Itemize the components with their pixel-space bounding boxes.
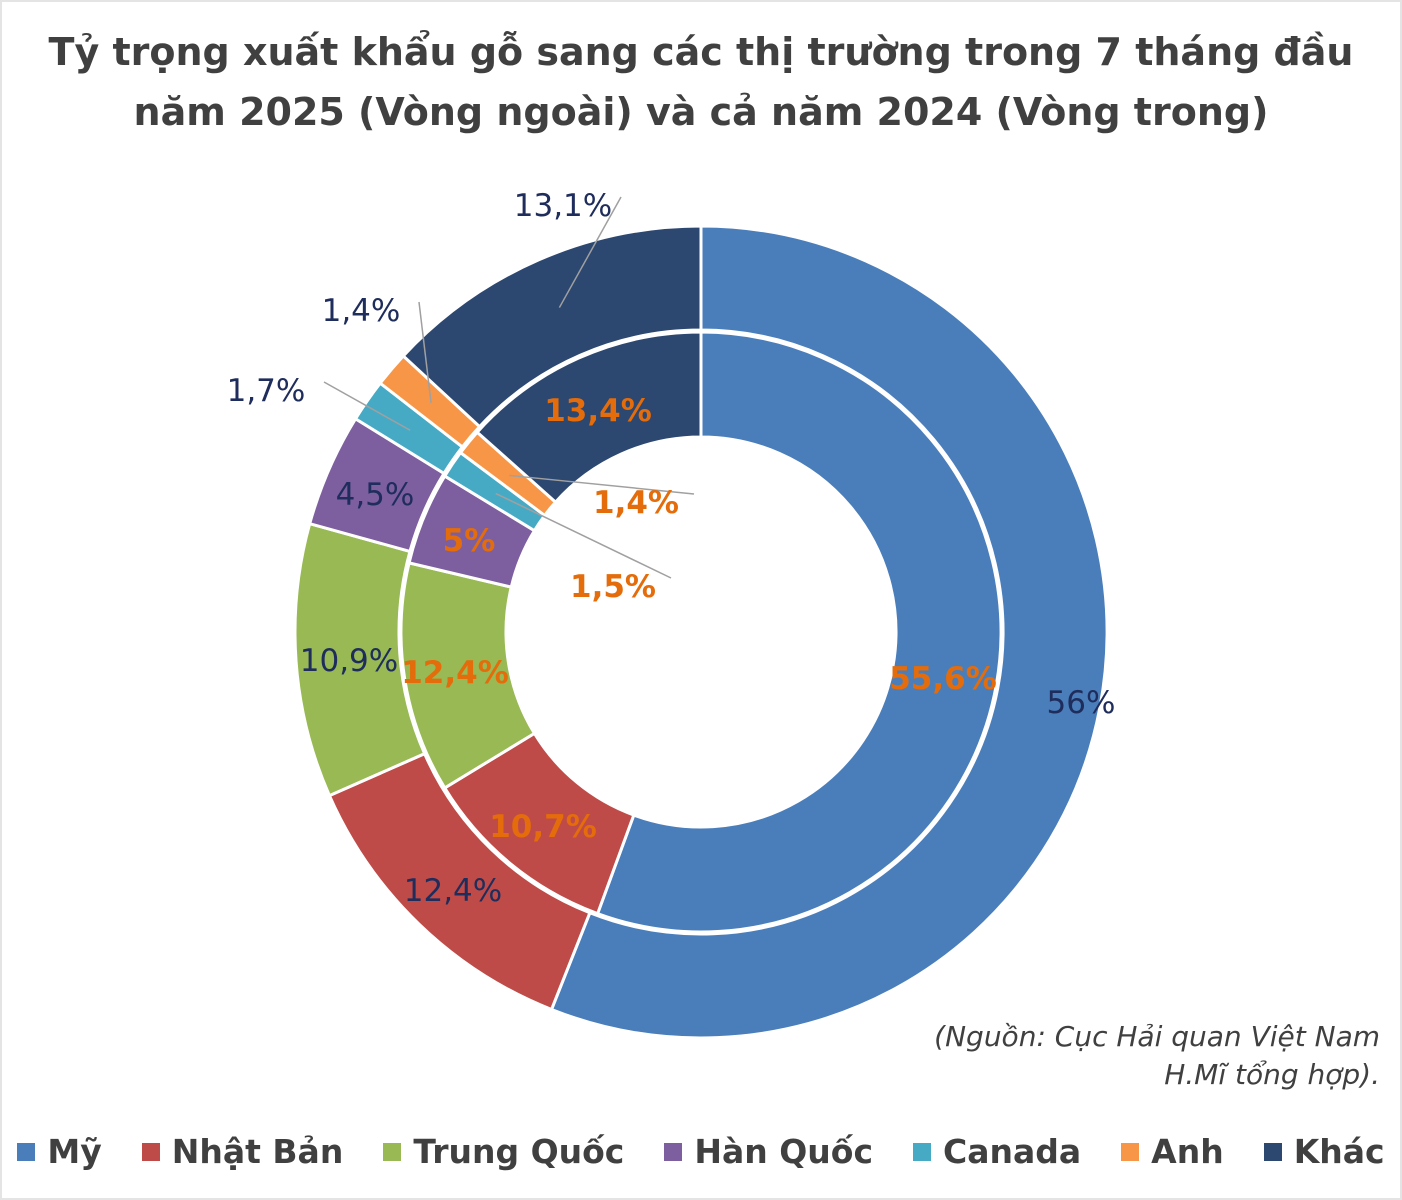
chart-legend: Mỹ Nhật Bản Trung Quốc Hàn Quốc Canada Anh Khá…	[0, 1132, 1402, 1171]
chart-title: Tỷ trọng xuất khẩu gỗ sang các thị trườn…	[48, 30, 1354, 134]
legend-item-2: Trung Quốc	[383, 1132, 624, 1171]
outer-label-2: 10,9%	[300, 643, 398, 679]
outer-leader-4	[323, 381, 411, 431]
inner-label-6: 13,4%	[544, 393, 652, 429]
outer-slice-6	[401, 224, 703, 429]
outer-label-4: 1,7%	[227, 373, 306, 409]
source-note: (Nguồn: Cục Hải quan Việt Nam H.Mĩ tổng …	[820, 1018, 1380, 1094]
legend-swatch	[664, 1142, 683, 1161]
legend-label: Nhật Bản	[171, 1132, 344, 1171]
legend-swatch	[141, 1142, 160, 1161]
source-line-2: H.Mĩ tổng hợp).	[1164, 1058, 1380, 1091]
inner-leader-4	[495, 492, 672, 579]
legend-label: Hàn Quốc	[694, 1132, 874, 1171]
outer-label-1: 12,4%	[404, 873, 502, 909]
inner-label-4: 1,5%	[570, 569, 656, 605]
inner-label-0: 55,6%	[889, 661, 997, 697]
legend-swatch	[1263, 1142, 1282, 1161]
legend-item-5: Anh	[1121, 1132, 1224, 1171]
legend-label: Anh	[1151, 1132, 1224, 1171]
outer-leader-6	[558, 196, 622, 308]
legend-swatch	[17, 1142, 36, 1161]
inner-label-1: 10,7%	[489, 809, 597, 845]
outer-label-0: 56%	[1047, 685, 1116, 721]
legend-item-3: Hàn Quốc	[664, 1132, 873, 1171]
inner-label-3: 5%	[443, 523, 496, 559]
legend-item-0: Mỹ	[17, 1132, 102, 1171]
legend-swatch	[1121, 1142, 1140, 1161]
legend-item-1: Nhật Bản	[141, 1132, 344, 1171]
legend-label: Mỹ	[47, 1132, 102, 1171]
outer-label-6: 13,1%	[514, 188, 612, 224]
inner-leader-5	[509, 474, 695, 495]
legend-item-6: Khác	[1263, 1132, 1385, 1171]
outer-label-3: 4,5%	[336, 477, 415, 513]
legend-label: Canada	[943, 1132, 1082, 1171]
legend-label: Khác	[1293, 1132, 1385, 1171]
outer-leader-5	[418, 301, 432, 404]
legend-swatch	[913, 1142, 932, 1161]
legend-swatch	[383, 1142, 402, 1161]
inner-slice-6	[475, 330, 703, 505]
outer-slice-0	[549, 224, 1109, 1040]
legend-label: Trung Quốc	[413, 1132, 625, 1171]
inner-slice-0	[595, 330, 1003, 934]
outer-label-5: 1,4%	[322, 293, 401, 329]
inner-label-5: 1,4%	[593, 485, 679, 521]
inner-label-2: 12,4%	[401, 655, 509, 691]
legend-item-4: Canada	[913, 1132, 1081, 1171]
source-line-1: (Nguồn: Cục Hải quan Việt Nam	[934, 1020, 1380, 1053]
